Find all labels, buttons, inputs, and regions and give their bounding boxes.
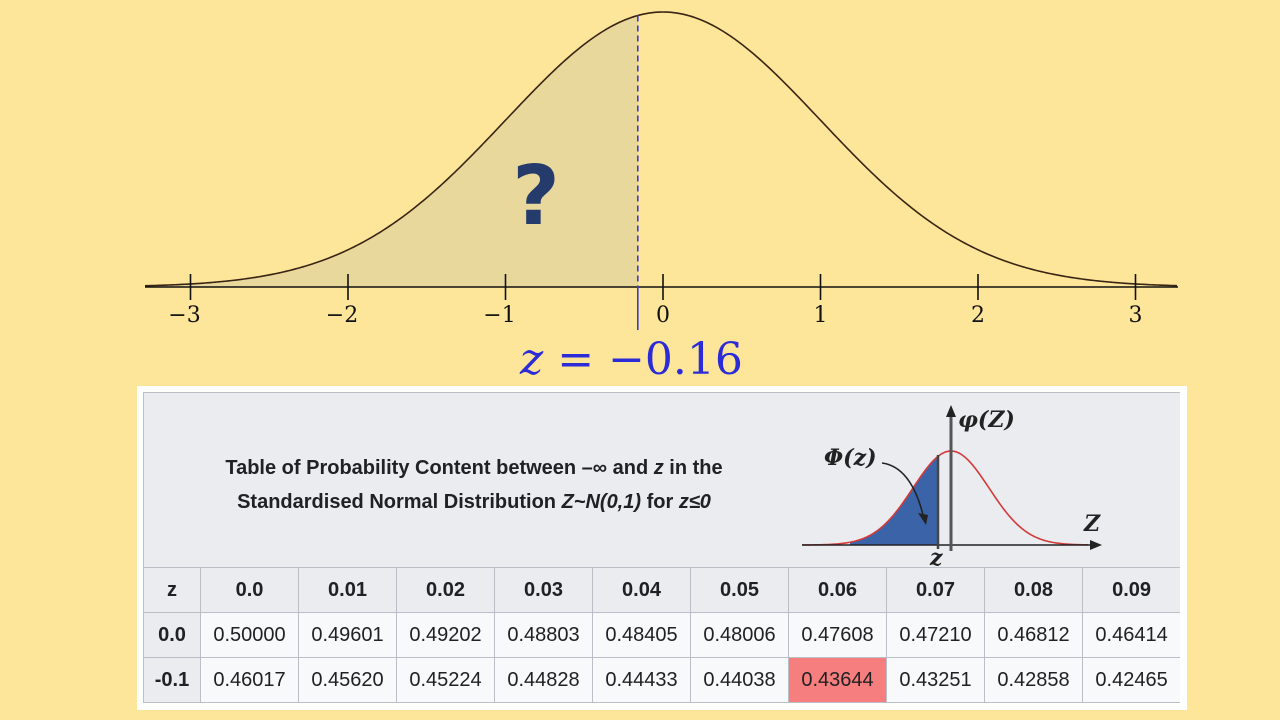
- tick-label: −2: [326, 303, 358, 328]
- highlighted-cell: 0.43644: [788, 657, 887, 703]
- tick-label: −3: [168, 303, 200, 328]
- axis-ticks: −3 −2 −1 0 1 2 3: [168, 274, 1143, 328]
- mini-normal-figure: Φ(z) φ(Z) Z z: [801, 405, 1102, 567]
- tick-label: 1: [814, 303, 828, 328]
- z-table: Table of Probability Content between –∞ …: [143, 392, 1180, 703]
- table-cell: 0.44828: [494, 657, 593, 703]
- table-cell: 0.45224: [396, 657, 495, 703]
- table-cell: 0.48803: [494, 612, 593, 658]
- column-header: 0.03: [494, 567, 593, 613]
- corner-header: z: [143, 567, 201, 613]
- column-header: 0.04: [592, 567, 691, 613]
- table-row: -0.1 0.46017 0.45620 0.45224 0.44828 0.44433 0…: [143, 657, 1180, 703]
- table-header: Table of Probability Content between –∞ …: [143, 392, 1180, 568]
- mini-pointer-head: [918, 513, 928, 525]
- z-table-panel: Table of Probability Content between –∞ …: [137, 386, 1187, 710]
- mini-shaded-area: [850, 456, 938, 545]
- column-header: 0.0: [200, 567, 299, 613]
- mini-pdf-label: φ(Z): [958, 407, 1015, 433]
- mini-x-arrow: [1090, 540, 1102, 550]
- table-cell: 0.50000: [200, 612, 299, 658]
- table-cell: 0.48006: [690, 612, 789, 658]
- tick-label: 3: [1129, 303, 1143, 328]
- table-cell: 0.48405: [592, 612, 691, 658]
- table-cell: 0.43251: [886, 657, 985, 703]
- row-header: -0.1: [143, 657, 201, 703]
- tick-label: −1: [483, 303, 515, 328]
- mini-axis-label: Z: [1083, 511, 1101, 537]
- z-var: z: [520, 334, 544, 385]
- table-cell: 0.49202: [396, 612, 495, 658]
- normal-curve-diagram: −3 −2 −1 0 1 2 3 ?: [144, 11, 1178, 330]
- table-cell: 0.47608: [788, 612, 887, 658]
- tick-label: 2: [971, 303, 985, 328]
- table-cell: 0.42465: [1081, 657, 1180, 703]
- table-body: 0.0 0.50000 0.49601 0.49202 0.48803 0.48405 0.…: [143, 612, 1180, 703]
- table-row: 0.0 0.50000 0.49601 0.49202 0.48803 0.48405 0.…: [143, 612, 1180, 658]
- table-cell: 0.42858: [984, 657, 1083, 703]
- column-header: 0.09: [1081, 567, 1180, 613]
- caption-z: z: [653, 457, 664, 479]
- table-cell: 0.46812: [984, 612, 1083, 658]
- table-cell: 0.46414: [1081, 612, 1180, 658]
- z-value-label: z = −0.16: [520, 332, 760, 388]
- z-equals: =: [557, 334, 595, 385]
- bell-curve: [144, 11, 1178, 287]
- column-header: 0.01: [298, 567, 397, 613]
- caption-dist: Z~N(0,1): [561, 491, 642, 513]
- column-header: 0.08: [984, 567, 1083, 613]
- question-mark: ?: [512, 149, 560, 244]
- table-cell: 0.45620: [298, 657, 397, 703]
- table-cell: 0.49601: [298, 612, 397, 658]
- z-number: −0.16: [608, 334, 743, 385]
- mini-phi-label: Φ(z): [824, 445, 876, 471]
- row-header: 0.0: [143, 612, 201, 658]
- caption-text-2b: for: [641, 491, 679, 513]
- mini-pointer-arrow: [881, 462, 925, 520]
- caption-text-2a: Standardised Normal Distribution: [237, 491, 562, 513]
- column-header: 0.06: [788, 567, 887, 613]
- tick-label: 0: [656, 303, 670, 328]
- caption-cond: z≤0: [678, 491, 711, 513]
- mini-z-label: z: [929, 545, 943, 567]
- table-cell: 0.47210: [886, 612, 985, 658]
- table-wrap: Table of Probability Content between –∞ …: [143, 392, 1180, 710]
- caption-text-1a: Table of Probability Content between –∞ …: [225, 457, 654, 479]
- shaded-area: [145, 15, 638, 287]
- table-caption: Table of Probability Content between –∞ …: [174, 451, 774, 519]
- mini-curve: [801, 450, 1089, 546]
- column-header: 0.05: [690, 567, 789, 613]
- table-cell: 0.44038: [690, 657, 789, 703]
- caption-text-1b: in the: [663, 457, 723, 479]
- table-cell: 0.46017: [200, 657, 299, 703]
- column-header-row: z 0.0 0.01 0.02 0.03 0.04 0.05 0.06 0.07 0.08 0.0…: [143, 567, 1180, 613]
- mini-y-arrow: [946, 405, 956, 417]
- column-header: 0.02: [396, 567, 495, 613]
- column-header: 0.07: [886, 567, 985, 613]
- table-cell: 0.44433: [592, 657, 691, 703]
